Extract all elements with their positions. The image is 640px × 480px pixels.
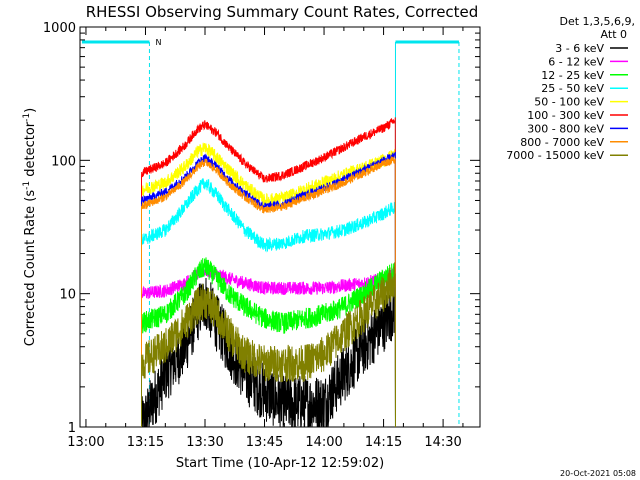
y-tick-label: 10 <box>59 288 76 303</box>
legend-item-label: 50 - 100 keV <box>534 96 604 109</box>
x-tick-label: 14:15 <box>365 435 402 450</box>
series-line <box>141 156 396 428</box>
legend-header-line-1: Det 1,3,5,6,9, <box>559 15 635 28</box>
y-axis-label: Corrected Count Rate (s-1 detector-1) <box>22 108 38 346</box>
legend-item-label: 7000 - 15000 keV <box>506 149 604 162</box>
attenuator-label: N <box>155 38 161 47</box>
tick-layer: 13:00 13:15 13:30 13:45 14:00 14:15 14:30 1 10 10… <box>43 21 480 450</box>
series-line <box>141 142 396 428</box>
legend-item-label: 6 - 12 keV <box>548 55 604 68</box>
legend-item-label: 3 - 6 keV <box>555 42 604 55</box>
series-line <box>141 264 396 428</box>
x-tick-label: 13:45 <box>246 435 283 450</box>
legend-header-line-2: Att 0 <box>601 28 627 41</box>
legend-item-label: 12 - 25 keV <box>541 69 604 82</box>
series-layer <box>141 117 396 428</box>
x-tick-label: 14:30 <box>424 435 461 450</box>
x-tick-label: 13:00 <box>67 435 104 450</box>
legend-item-label: 300 - 800 keV <box>527 122 604 135</box>
y-tick-label: 1 <box>68 421 76 436</box>
x-tick-label: 14:00 <box>305 435 342 450</box>
x-tick-label: 13:30 <box>186 435 223 450</box>
series-line <box>141 178 396 428</box>
x-axis-label: Start Time (10-Apr-12 12:59:02) <box>176 456 384 471</box>
y-tick-label: 100 <box>51 154 76 169</box>
series-line <box>141 262 396 428</box>
chart-title: RHESSI Observing Summary Count Rates, Co… <box>86 3 479 21</box>
legend-item-label: 25 - 50 keV <box>541 82 604 95</box>
legend-item-label: 100 - 300 keV <box>527 109 604 122</box>
x-tick-label: 13:15 <box>127 435 164 450</box>
series-line <box>141 117 396 428</box>
legend-item-label: 800 - 7000 keV <box>520 136 604 149</box>
footer-date: 20-Oct-2021 05:08 <box>560 469 636 478</box>
series-line <box>141 257 396 428</box>
y-tick-label: 1000 <box>43 21 76 36</box>
